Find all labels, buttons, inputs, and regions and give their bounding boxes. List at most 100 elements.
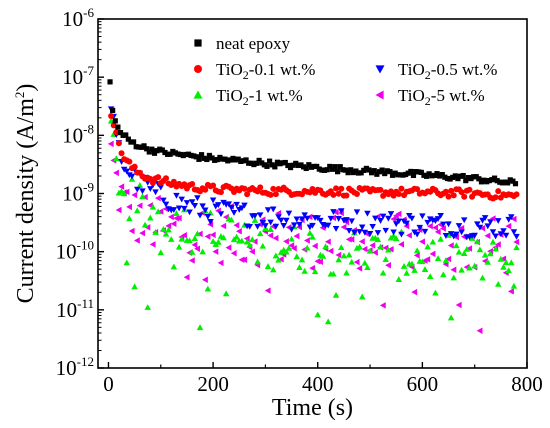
data-point [277, 161, 283, 167]
data-point [314, 163, 320, 170]
data-point [236, 228, 242, 235]
data-point [502, 232, 510, 239]
data-point [379, 269, 387, 276]
data-point [424, 219, 431, 226]
data-point [492, 194, 499, 201]
data-point [256, 212, 264, 219]
data-point [196, 156, 202, 162]
legend-label: TiO2-5 wt.% [398, 86, 485, 108]
data-point [251, 161, 257, 168]
data-point [138, 144, 145, 150]
series-2 [107, 106, 520, 241]
data-point [358, 238, 365, 245]
data-point [259, 160, 265, 166]
data-point [264, 207, 272, 214]
data-point [155, 174, 162, 181]
data-point [243, 235, 250, 242]
data-point [466, 245, 473, 252]
data-point [387, 169, 393, 175]
legend: neat epoxy TiO2-0.1 wt.% TiO2-0.5 wt.% TiO2… [193, 34, 497, 108]
data-point [390, 215, 397, 223]
data-point [170, 178, 177, 185]
data-point [243, 157, 249, 163]
data-point [478, 179, 485, 185]
data-point [154, 148, 160, 154]
data-point [193, 154, 199, 160]
data-point [434, 255, 442, 262]
data-point [270, 206, 277, 213]
data-point [136, 202, 143, 209]
data-point [290, 162, 296, 168]
data-point [335, 216, 342, 222]
data-point [118, 150, 125, 157]
data-point [387, 211, 395, 217]
data-point [222, 290, 230, 297]
data-point [264, 263, 272, 269]
data-point [123, 132, 129, 138]
data-point [421, 172, 427, 178]
data-point [267, 158, 273, 164]
data-point [416, 224, 423, 231]
data-point [411, 266, 418, 273]
data-point [170, 207, 178, 214]
data-point [494, 241, 501, 248]
data-point [508, 259, 515, 266]
legend-label: neat epoxy [216, 34, 291, 53]
data-point [385, 246, 392, 253]
data-point [230, 155, 236, 162]
data-point [115, 124, 121, 130]
series-0 [107, 79, 519, 187]
data-point [395, 191, 402, 198]
data-point [214, 156, 220, 163]
data-point [304, 244, 311, 251]
legend-marker [194, 65, 202, 73]
data-point [288, 242, 295, 249]
data-point [248, 160, 254, 166]
data-point [209, 231, 216, 239]
data-point [120, 190, 128, 197]
data-point [128, 173, 136, 180]
data-point [484, 232, 491, 240]
data-point [340, 167, 346, 173]
data-point [382, 170, 388, 177]
data-point [497, 179, 503, 185]
data-point [484, 179, 490, 185]
data-point [246, 241, 253, 248]
data-point [288, 226, 295, 233]
data-point [130, 139, 137, 145]
data-point [508, 288, 514, 295]
data-point [293, 232, 300, 240]
data-point [238, 237, 246, 244]
x-tick-label: 800 [511, 372, 543, 396]
data-point [188, 199, 196, 206]
y-tick-label: 10-10 [56, 238, 94, 264]
data-point [369, 242, 376, 249]
data-point [162, 149, 168, 156]
data-point [324, 167, 330, 173]
data-point [209, 155, 215, 161]
data-point [296, 264, 303, 270]
data-point [160, 226, 167, 232]
data-point [452, 173, 458, 179]
data-point [395, 172, 401, 178]
data-point [311, 242, 318, 250]
data-point [414, 186, 421, 193]
data-point [487, 219, 494, 226]
data-point [117, 129, 124, 136]
data-point [374, 171, 380, 177]
data-point [450, 266, 457, 273]
data-point [311, 268, 319, 275]
y-tick-label: 10-8 [62, 121, 94, 147]
data-point [321, 167, 328, 173]
data-point [413, 247, 421, 254]
data-point [356, 243, 363, 250]
data-point [461, 193, 468, 200]
data-point [369, 170, 375, 176]
data-point [429, 173, 435, 179]
legend-marker [375, 90, 384, 100]
data-point [157, 208, 164, 215]
data-point [293, 216, 301, 223]
data-point [455, 223, 463, 230]
data-point [387, 245, 394, 253]
data-point [196, 230, 203, 238]
